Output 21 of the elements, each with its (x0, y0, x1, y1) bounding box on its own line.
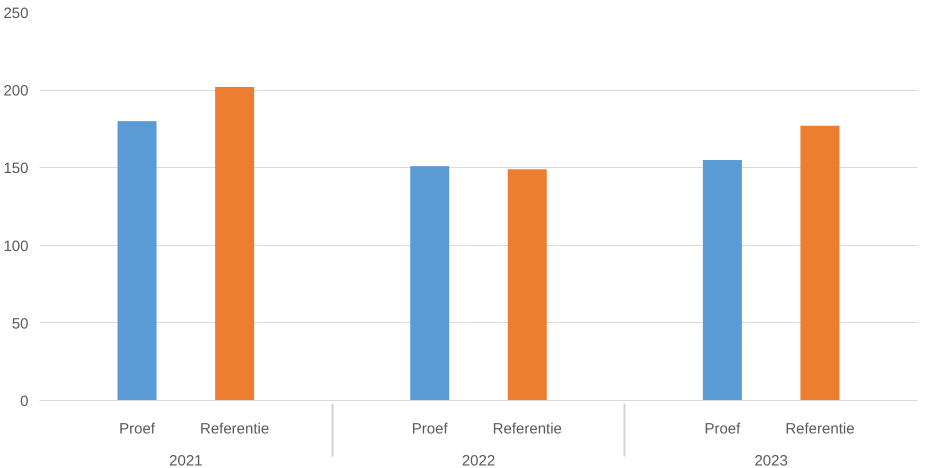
series-label: Proef (119, 420, 156, 438)
x-tick-label: 2021 (169, 452, 203, 468)
text: Referentie (200, 420, 270, 438)
bar (410, 166, 450, 400)
text: Referentie (785, 420, 855, 438)
y-tick-label: 150 (3, 160, 29, 178)
y-tick-label: 200 (3, 82, 29, 100)
y-tick-label: 100 (3, 238, 29, 255)
bar (508, 169, 547, 400)
bar (800, 126, 840, 400)
x-tick-label: 2022 (462, 452, 496, 468)
y-tick-label: 250 (3, 5, 29, 22)
text: Proef (704, 420, 740, 438)
text: Proef (412, 420, 448, 438)
x-tick-label: 2023 (754, 452, 788, 468)
series-label: Referentie (492, 420, 562, 438)
bar (118, 121, 157, 400)
y-tick-label: 50 (12, 315, 29, 332)
bar (702, 160, 742, 400)
y-tick-label: 0 (20, 393, 28, 410)
bar (215, 86, 254, 400)
